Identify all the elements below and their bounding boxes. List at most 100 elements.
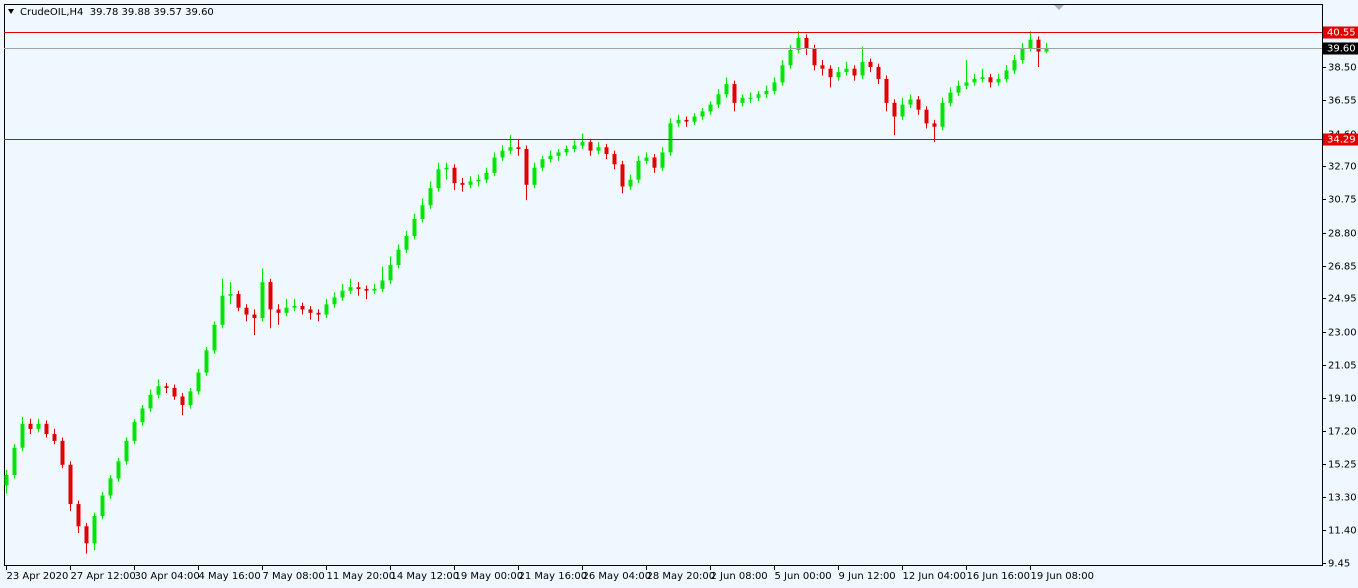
x-tick-label: 14 May 12:00 [391, 571, 460, 582]
x-tick-label: 11 May 20:00 [327, 571, 396, 582]
candle-body [828, 68, 833, 78]
candle-body [908, 99, 913, 105]
candle-body [380, 280, 385, 289]
candle-body [788, 49, 793, 66]
candle-body [860, 61, 865, 76]
candle-body [644, 157, 649, 161]
candle-body [84, 526, 89, 544]
candle-body [292, 306, 297, 308]
candle-body [748, 97, 753, 99]
y-tick-label: 24.95 [1328, 294, 1357, 305]
y-tick-label: 21.05 [1328, 361, 1357, 372]
x-tick-label: 16 Jun 16:00 [967, 571, 1031, 582]
candle-body [508, 147, 513, 151]
candle-body [340, 290, 345, 298]
candle-body [916, 99, 921, 110]
candle-body [212, 324, 217, 351]
candle-body [100, 495, 105, 517]
candle-body [452, 167, 457, 184]
candle-body [372, 288, 377, 291]
candle-body [1012, 60, 1017, 71]
candle-body [492, 157, 497, 173]
y-tick-label: 26.85 [1328, 262, 1357, 273]
candle-body [820, 65, 825, 69]
candle-body [444, 167, 449, 170]
candle-body [724, 84, 729, 95]
candle-body [276, 309, 281, 313]
candle-body [124, 440, 129, 462]
y-tick-label: 30.75 [1328, 195, 1357, 206]
candle-body [428, 188, 433, 206]
candle-body [20, 423, 25, 448]
candle-body [692, 116, 697, 122]
x-tick-label: 2 Jun 08:00 [711, 571, 768, 582]
candle-body [596, 147, 601, 151]
current-price-label: 39.60 [1327, 44, 1356, 55]
candle-body [236, 294, 241, 308]
x-tick-label: 9 Jun 12:00 [839, 571, 896, 582]
candle-body [580, 142, 585, 146]
candle-body [436, 169, 441, 189]
candle-body [516, 147, 521, 149]
shift-marker [1054, 5, 1064, 10]
candle-body [548, 155, 553, 160]
candle-body [412, 218, 417, 237]
candle-body [476, 179, 481, 182]
candle-body [484, 172, 489, 180]
x-tick-label: 23 Apr 2020 [7, 571, 69, 582]
candle-body [892, 102, 897, 117]
candle-body [4, 475, 9, 486]
plot-frame [4, 4, 1323, 566]
menu-arrow[interactable] [8, 9, 14, 14]
candle-body [700, 111, 705, 117]
candle-body [900, 104, 905, 117]
y-tick-label: 28.80 [1328, 229, 1357, 240]
candle-body [620, 164, 625, 187]
candle-body [732, 84, 737, 103]
candle-body [308, 309, 313, 313]
candle-body [420, 205, 425, 219]
candle-body [260, 282, 265, 318]
chart-title: CrudeOIL,H4 39.78 39.88 39.57 39.60 [20, 7, 214, 18]
candle-body [300, 306, 305, 310]
candle-body [636, 160, 641, 180]
candle-body [12, 447, 17, 476]
level-label: 34.29 [1327, 135, 1356, 146]
candle-body [868, 61, 873, 67]
candle-body [972, 78, 977, 83]
candle-body [772, 82, 777, 91]
candle-body [884, 78, 889, 103]
x-tick-label: 27 Apr 12:00 [71, 571, 136, 582]
candle-body [1036, 39, 1041, 52]
y-tick-label: 11.40 [1328, 526, 1357, 537]
current-price-box [1323, 42, 1358, 55]
candle-body [660, 152, 665, 168]
candle-body [564, 148, 569, 153]
candle-body [500, 150, 505, 158]
candle-body [652, 157, 657, 168]
level-label: 40.55 [1327, 28, 1356, 39]
y-tick-label: 19.10 [1328, 394, 1357, 405]
candle-body [932, 123, 937, 127]
candle-body [284, 307, 289, 313]
candle-body [996, 78, 1001, 83]
candle-body [44, 423, 49, 435]
candle-body [540, 159, 545, 168]
candle-body [396, 249, 401, 266]
candle-body [188, 391, 193, 406]
candle-body [140, 408, 145, 423]
x-tick-label: 5 Jun 00:00 [775, 571, 832, 582]
candle-body [388, 265, 393, 281]
candle-body [844, 68, 849, 73]
candle-body [76, 504, 81, 527]
candle-body [172, 387, 177, 397]
candle-body [164, 386, 169, 388]
y-tick-label: 17.20 [1328, 427, 1357, 438]
candle-body [220, 295, 225, 325]
candle-body [196, 372, 201, 392]
candle-body [332, 297, 337, 305]
candle-body [716, 94, 721, 105]
x-tick-label: 12 Jun 04:00 [903, 571, 967, 582]
candle-body [404, 236, 409, 250]
candle-body [756, 94, 761, 98]
